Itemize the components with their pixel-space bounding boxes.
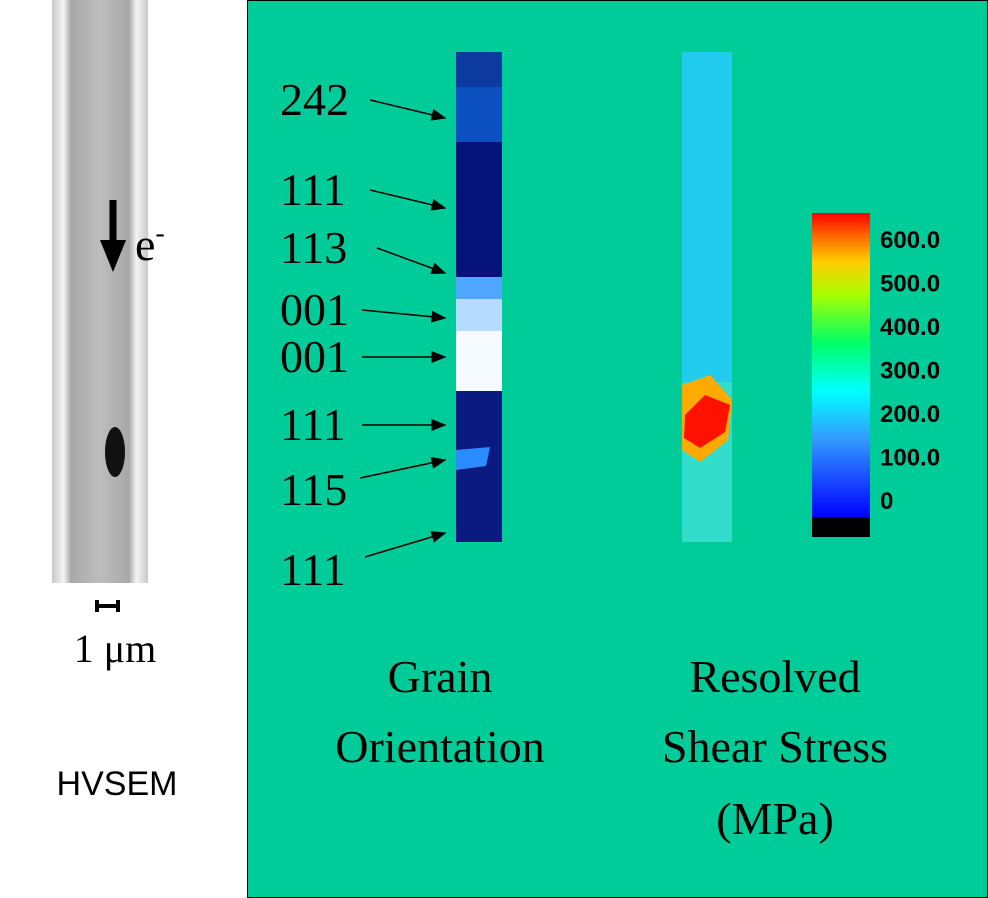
band <box>456 277 502 299</box>
colorbar-label: 300.0 <box>880 358 940 385</box>
caption: Orientation <box>335 721 545 772</box>
colorbar-label: 100.0 <box>880 445 940 472</box>
sem-image <box>52 0 148 583</box>
grain-label: 111 <box>280 399 346 450</box>
void <box>105 427 125 477</box>
colorbar <box>812 213 870 537</box>
colorbar-label: 500.0 <box>880 271 940 298</box>
colorbar-label: 200.0 <box>880 401 940 428</box>
grain-label: 001 <box>280 284 349 335</box>
grain-arrow <box>369 189 447 211</box>
band <box>456 447 490 470</box>
grain-arrow <box>369 99 447 121</box>
sem-label: HVSEM <box>57 765 178 803</box>
grain-arrow <box>361 309 447 323</box>
scale-label: 1 μm <box>74 626 157 671</box>
colorbar-label: 0 <box>880 488 893 515</box>
grain-label: 111 <box>280 544 346 595</box>
grain-label: 113 <box>280 222 347 273</box>
band <box>456 142 502 277</box>
grain-label: 001 <box>280 331 349 382</box>
caption: Resolved <box>689 651 860 702</box>
band <box>456 52 502 87</box>
scale-bar <box>95 600 120 612</box>
electron: e- <box>135 218 165 270</box>
colorbar-label: 600.0 <box>880 227 940 254</box>
grain-arrow <box>376 247 447 274</box>
electron-symbol: e <box>135 219 155 270</box>
caption: Shear Stress <box>662 721 888 772</box>
grain-label: 115 <box>280 464 347 515</box>
stress-strip <box>682 52 732 542</box>
grain-label: 242 <box>280 74 349 125</box>
band <box>456 87 502 142</box>
region <box>682 52 732 382</box>
caption: Grain <box>388 651 493 702</box>
arrow-head <box>100 240 126 272</box>
colorbar-label: 400.0 <box>880 314 940 341</box>
grain-arrow <box>364 531 447 558</box>
band <box>456 331 502 391</box>
grain-arrow <box>359 456 447 479</box>
band <box>456 299 502 331</box>
hotspot <box>684 395 730 448</box>
grain-label: 111 <box>280 164 346 215</box>
electron-charge: - <box>155 218 164 249</box>
caption: (MPa) <box>716 793 834 844</box>
grain-strip <box>456 52 502 542</box>
